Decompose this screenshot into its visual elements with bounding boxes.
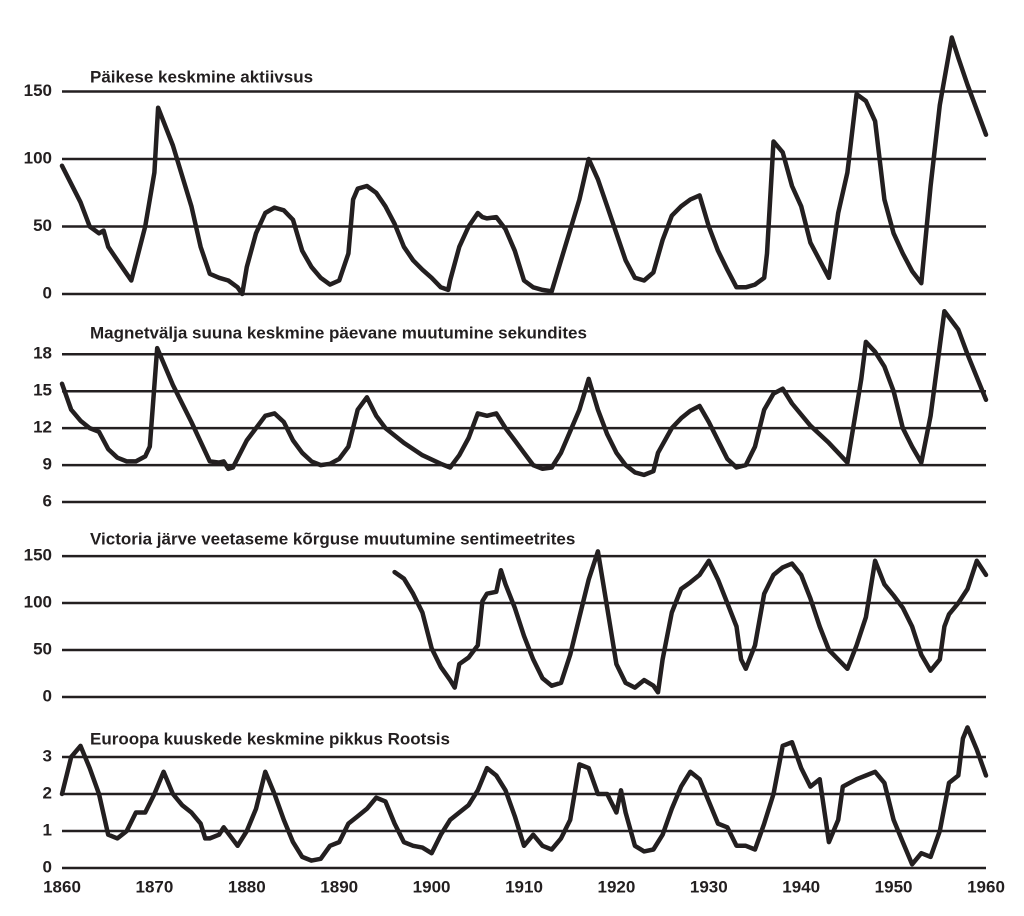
- y-tick-label: 150: [24, 81, 52, 100]
- series-line: [59, 308, 989, 478]
- x-tick-label: 1870: [135, 877, 173, 896]
- x-tick-label: 1930: [690, 877, 728, 896]
- y-tick-label: 50: [33, 216, 52, 235]
- y-tick-label: 15: [33, 381, 52, 400]
- x-tick-label: 1950: [875, 877, 913, 896]
- y-tick-label: 0: [43, 686, 52, 705]
- panel-title: Euroopa kuuskede keskmine pikkus Rootsis: [90, 729, 450, 748]
- series-line: [59, 35, 989, 297]
- y-tick-label: 100: [24, 593, 52, 612]
- panel-title: Victoria järve veetaseme kõrguse muutumi…: [90, 529, 575, 548]
- y-tick-label: 1: [43, 820, 52, 839]
- panel-title: Päikese keskmine aktiivsus: [90, 67, 313, 86]
- series-line: [59, 725, 989, 867]
- y-tick-label: 100: [24, 148, 52, 167]
- y-tick-label: 50: [33, 640, 52, 659]
- y-tick-label: 6: [43, 491, 52, 510]
- x-tick-label: 1940: [782, 877, 820, 896]
- y-tick-label: 3: [43, 746, 52, 765]
- x-tick-label: 1960: [967, 877, 1005, 896]
- x-tick-label: 1910: [505, 877, 543, 896]
- x-tick-label: 1920: [597, 877, 635, 896]
- y-tick-label: 0: [43, 857, 52, 876]
- y-tick-label: 12: [33, 418, 52, 437]
- x-tick-label: 1880: [228, 877, 266, 896]
- series-line: [392, 549, 989, 695]
- x-tick-label: 1890: [320, 877, 358, 896]
- x-tick-label: 1860: [43, 877, 81, 896]
- y-tick-label: 0: [43, 283, 52, 302]
- x-tick-label: 1900: [413, 877, 451, 896]
- y-tick-label: 18: [33, 344, 52, 363]
- panel-title: Magnetvälja suuna keskmine päevane muutu…: [90, 323, 587, 342]
- y-tick-label: 2: [43, 783, 52, 802]
- y-tick-label: 9: [43, 455, 52, 474]
- y-tick-label: 150: [24, 546, 52, 565]
